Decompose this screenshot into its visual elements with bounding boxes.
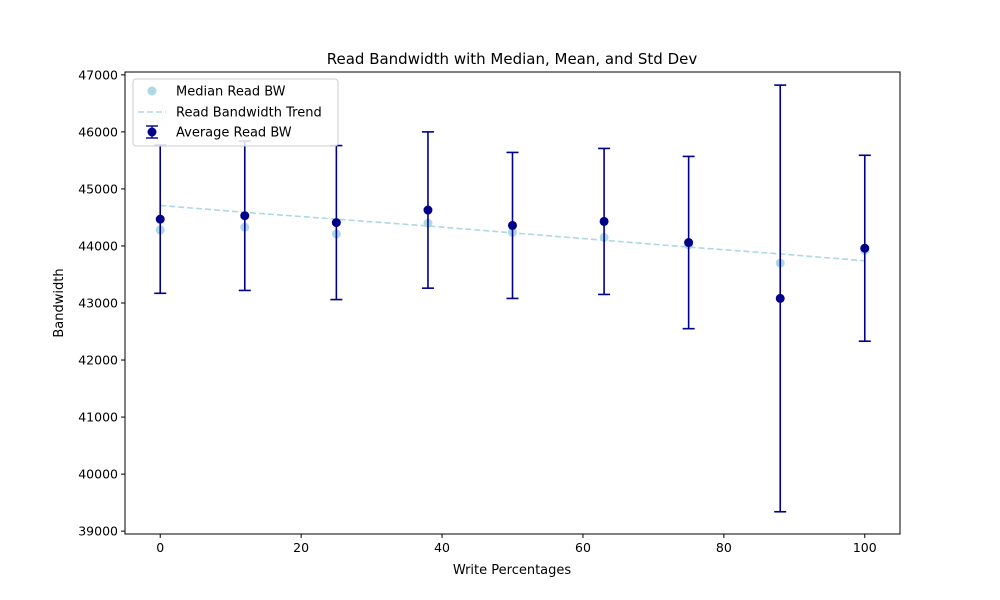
y-tick-label: 40000: [78, 467, 118, 482]
y-tick-label: 43000: [78, 296, 118, 311]
y-tick-label: 41000: [78, 410, 118, 425]
average-point: [423, 205, 433, 215]
chart-title: Read Bandwidth with Median, Mean, and St…: [327, 50, 698, 68]
x-tick-label: 40: [434, 540, 450, 555]
legend: Median Read BW Read Bandwidth Trend Averag…: [132, 78, 339, 147]
legend-median-label: Median Read BW: [176, 85, 286, 100]
average-point: [240, 211, 250, 221]
y-tick-label: 44000: [78, 238, 118, 253]
average-point: [155, 214, 165, 224]
y-axis-label: Bandwidth: [52, 268, 67, 337]
y-tick-label: 45000: [78, 181, 118, 196]
x-tick-label: 0: [156, 540, 164, 555]
average-point: [684, 238, 694, 248]
x-axis-label: Write Percentages: [453, 563, 572, 578]
axes: 0 20 40 60 80 100 39000 40000 41000 42000 43000 440…: [78, 67, 877, 555]
x-tick-label: 20: [293, 540, 309, 555]
y-tick-label: 47000: [78, 67, 118, 82]
legend-trend-label: Read Bandwidth Trend: [176, 106, 322, 121]
average-point: [331, 218, 341, 228]
average-point: [599, 216, 609, 226]
average-point: [775, 293, 785, 303]
average-point: [508, 220, 517, 230]
x-tick-label: 80: [716, 540, 732, 555]
legend-box: [132, 78, 339, 147]
y-tick-label: 39000: [78, 524, 118, 539]
y-tick-label: 42000: [78, 353, 118, 368]
legend-average-label: Average Read BW: [176, 126, 292, 141]
legend-median-marker: [147, 86, 157, 96]
plot-area: [154, 84, 871, 513]
x-tick-label: 100: [853, 540, 877, 555]
y-tick-label: 46000: [78, 124, 118, 139]
average-point: [860, 243, 870, 253]
x-tick-label: 60: [575, 540, 591, 555]
legend-average-marker: [147, 127, 157, 137]
